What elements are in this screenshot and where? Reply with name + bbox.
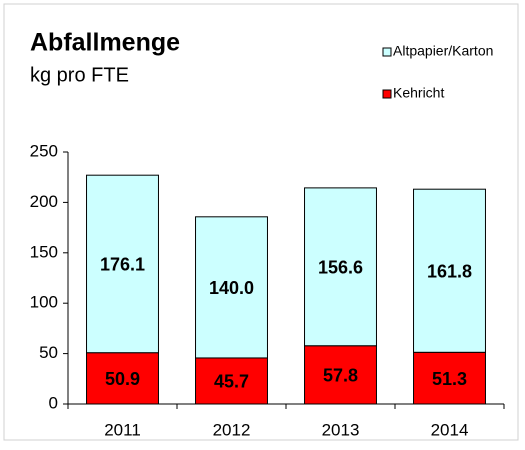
x-tick-label: 2011 [104, 420, 141, 439]
x-tick-label: 2012 [213, 420, 251, 439]
legend-swatch [382, 47, 392, 57]
data-label: 176.1 [100, 255, 145, 275]
y-tick-label: 200 [30, 192, 58, 211]
data-label: 156.6 [318, 258, 363, 278]
data-label: 57.8 [323, 366, 358, 386]
y-tick-label: 0 [49, 393, 58, 412]
chart-subtitle: kg pro FTE [30, 64, 129, 86]
bar-segment [195, 357, 268, 405]
data-label: 50.9 [105, 369, 140, 389]
bar-segment [86, 352, 159, 405]
legend-label: Kehricht [393, 85, 444, 101]
legend-label: Altpapier/Karton [393, 43, 493, 59]
bar-segment [413, 351, 486, 405]
bar-segment [195, 216, 268, 359]
data-label: 45.7 [214, 372, 249, 392]
chart-title: Abfallmenge [30, 29, 180, 57]
data-label: 51.3 [432, 369, 467, 389]
bar-segment [304, 187, 377, 347]
y-tick-label: 100 [30, 293, 58, 312]
bar-segment [413, 188, 486, 353]
y-tick-label: 250 [30, 141, 58, 160]
data-label: 161.8 [427, 261, 472, 281]
data-label: 140.0 [209, 278, 254, 298]
x-tick-label: 2014 [431, 420, 469, 439]
bar-segment [86, 174, 159, 354]
legend-swatch [382, 89, 392, 99]
y-tick-label: 150 [30, 242, 58, 261]
y-tick-label: 50 [39, 343, 58, 362]
bar-segment [304, 345, 377, 405]
x-tick-label: 2013 [322, 420, 360, 439]
